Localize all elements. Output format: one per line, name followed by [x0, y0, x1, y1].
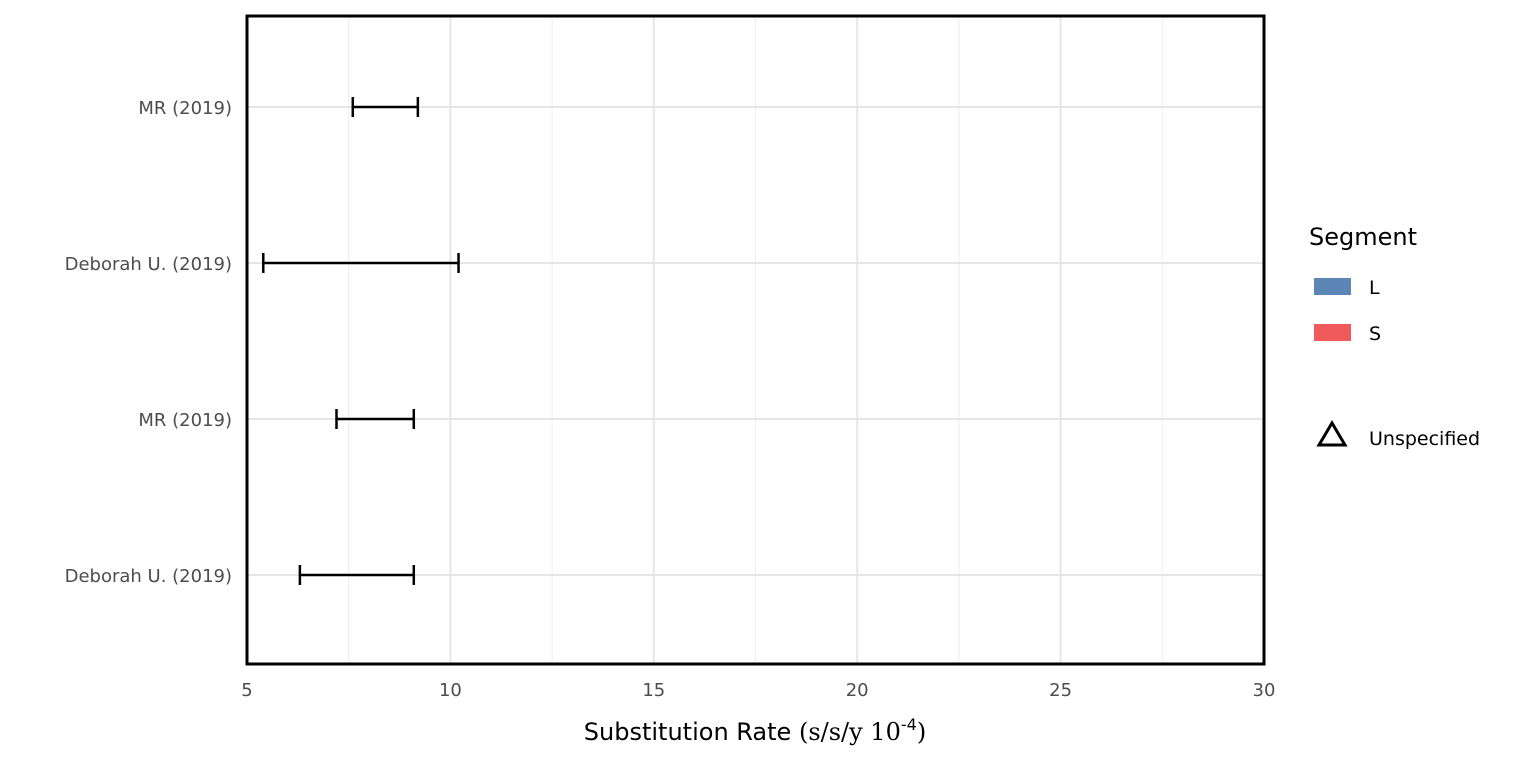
x-axis-title-exponent: -4	[901, 715, 917, 734]
legend-title: Segment	[1309, 223, 1417, 251]
y-tick-label: Deborah U. (2019)	[65, 254, 232, 275]
x-tick-label: 30	[1253, 680, 1276, 701]
legend-swatch-s	[1314, 324, 1351, 341]
legend-triangle-icon	[1316, 420, 1348, 447]
x-tick-label: 25	[1049, 680, 1072, 701]
x-tick-label: 5	[241, 680, 252, 701]
legend-label-l: L	[1369, 277, 1380, 299]
x-tick-label: 20	[846, 680, 869, 701]
x-tick-labels: 5 10 15 20 25 30	[241, 680, 1275, 701]
error-bar	[335, 409, 416, 429]
x-axis-title-close: )	[917, 718, 926, 746]
x-tick-label: 15	[642, 680, 665, 701]
plot-panel-border	[245, 14, 1266, 666]
error-bars	[262, 97, 460, 585]
x-axis-title-main: Substitution Rate	[584, 718, 799, 746]
error-bar	[262, 253, 460, 273]
grid	[246, 16, 1265, 664]
x-tick-label: 10	[439, 680, 462, 701]
y-tick-label: MR (2019)	[138, 410, 232, 431]
legend: Segment L S Unspecified	[1309, 223, 1480, 450]
legend-swatch-l	[1314, 278, 1351, 295]
y-tick-label: Deborah U. (2019)	[65, 566, 232, 587]
legend-label-unspecified: Unspecified	[1369, 428, 1480, 450]
y-tick-labels: MR (2019) Deborah U. (2019) MR (2019) Debor…	[65, 98, 232, 587]
y-tick-label: MR (2019)	[138, 98, 232, 119]
x-axis-title-unit: (s/s/y 10	[799, 718, 901, 746]
legend-label-s: S	[1369, 323, 1381, 345]
x-axis-title: Substitution Rate (s/s/y 10-4)	[584, 715, 926, 746]
error-bar	[298, 565, 416, 585]
error-bar	[351, 97, 420, 117]
